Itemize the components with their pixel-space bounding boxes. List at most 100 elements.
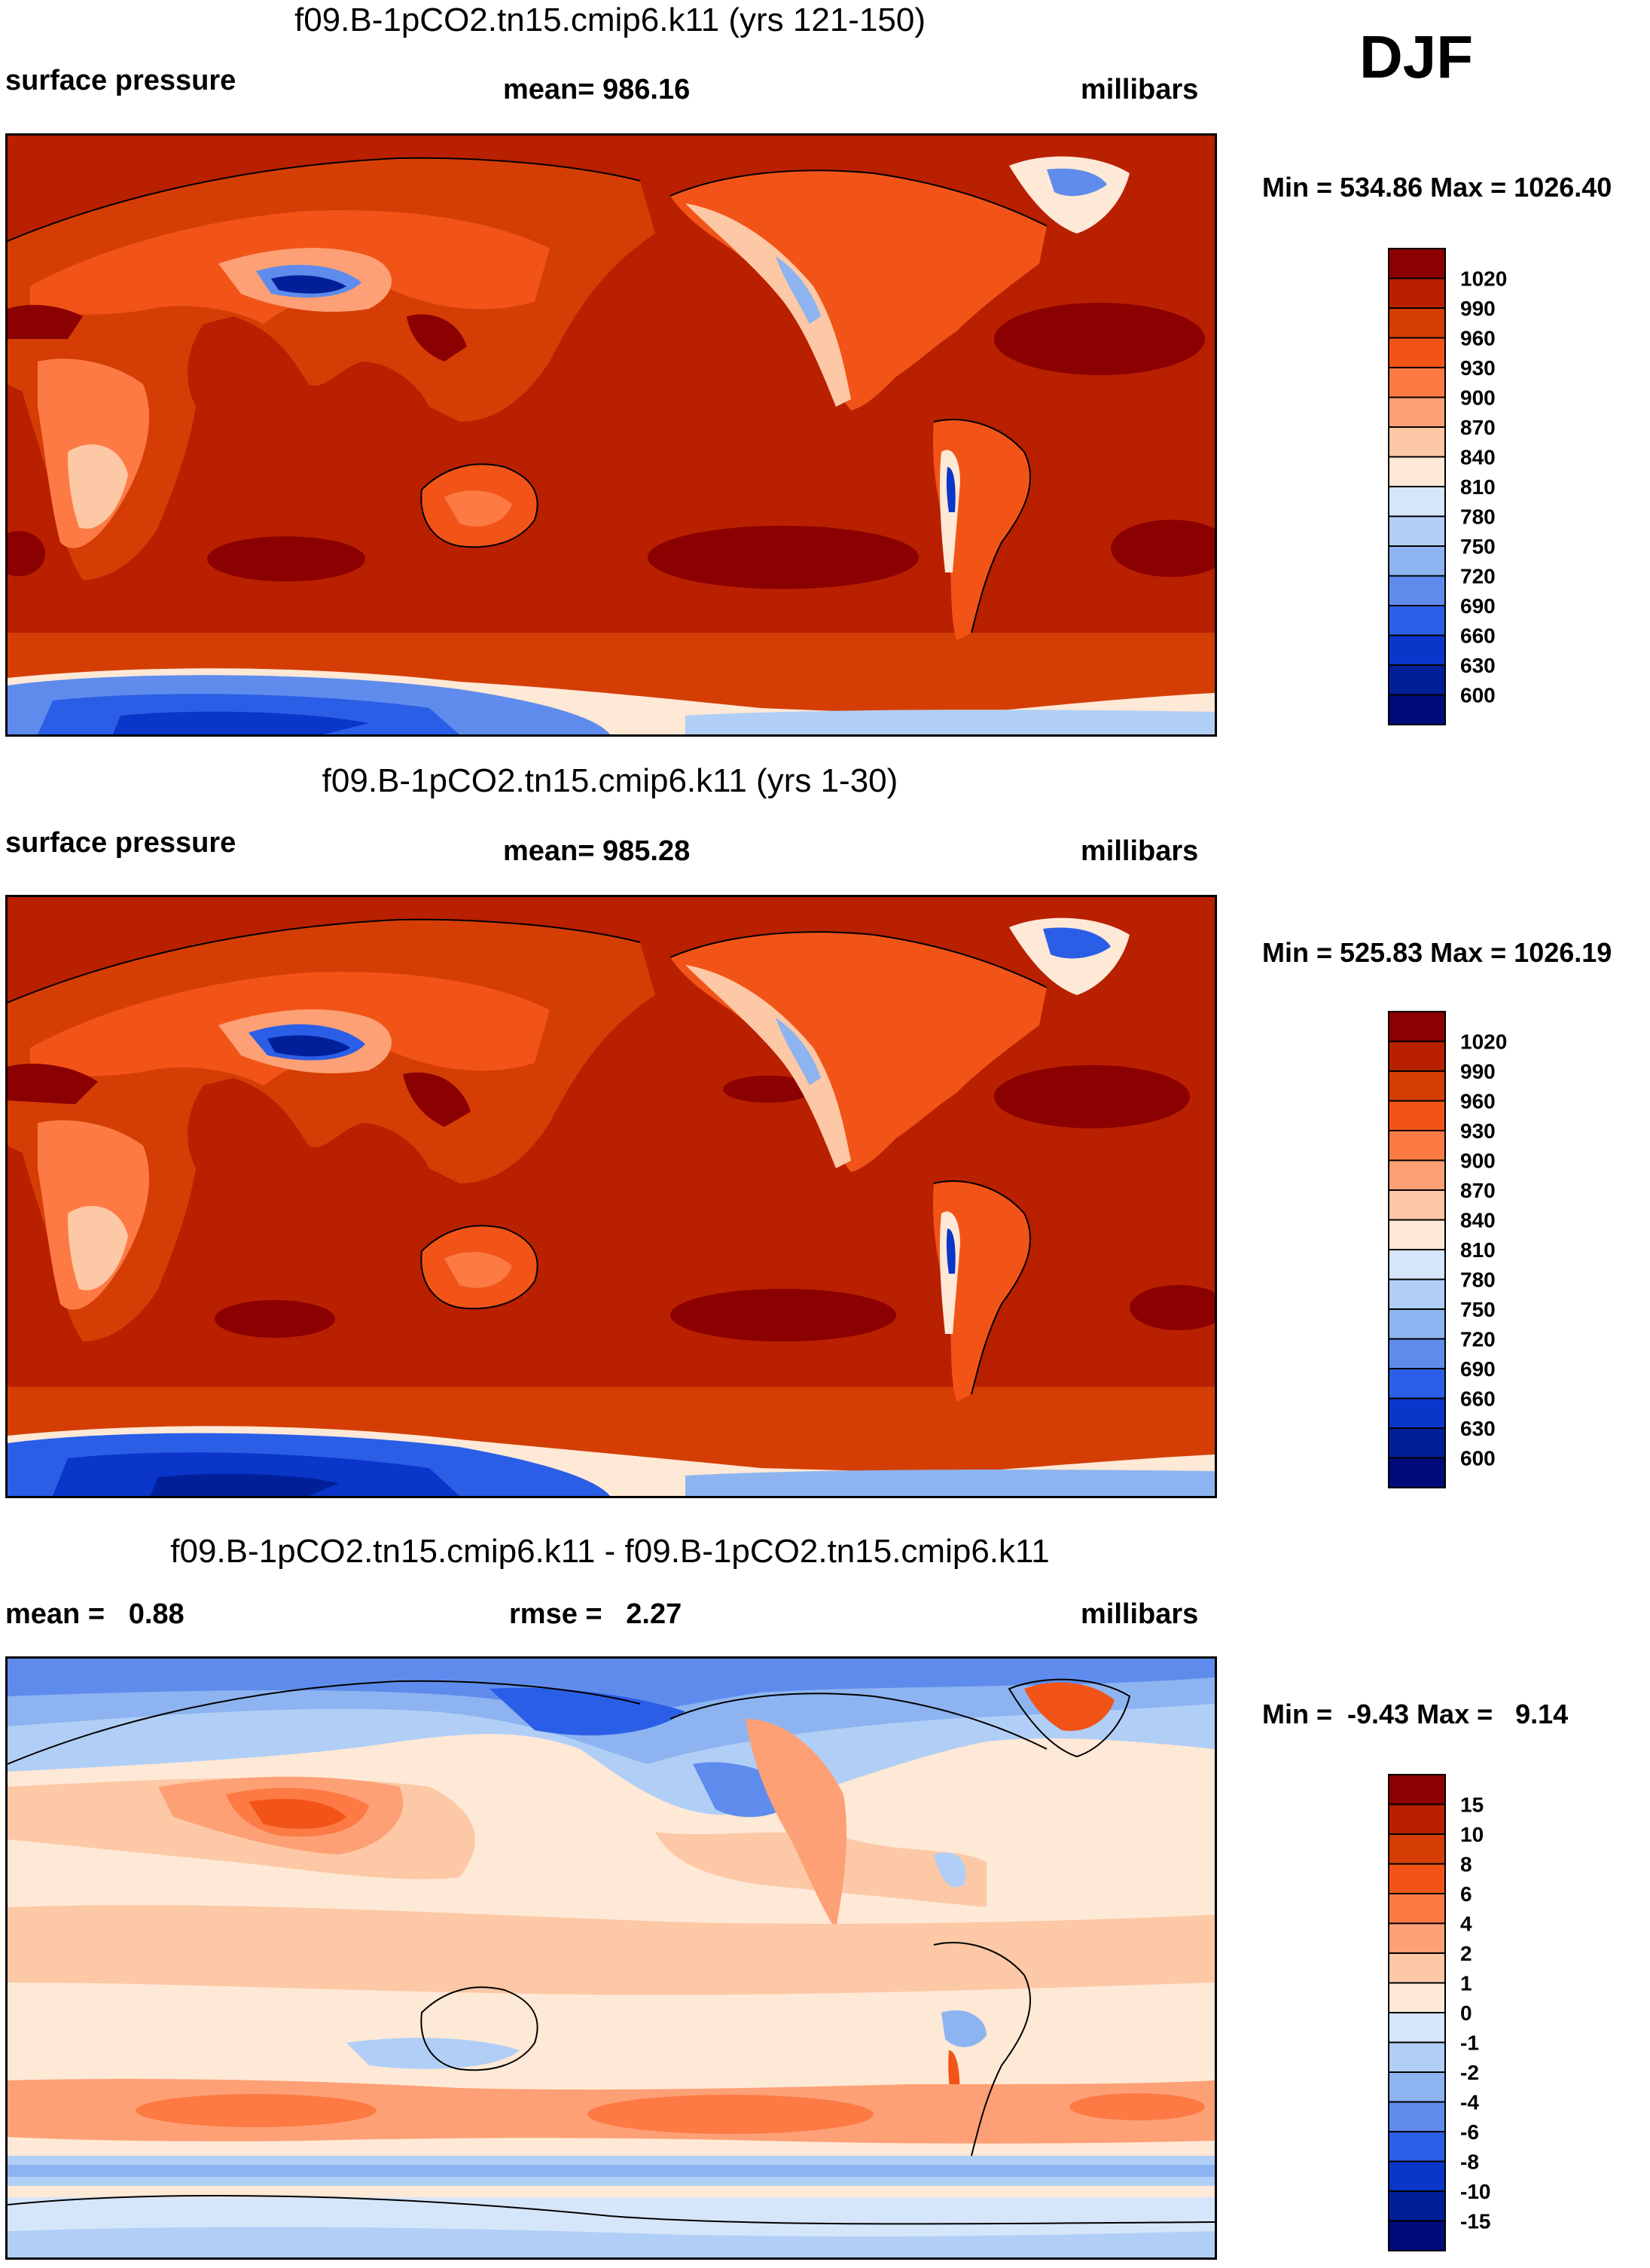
panel1-title: f09.B-1pCO2.tn15.cmip6.k11 (yrs 121-150) <box>294 2 926 38</box>
panel1-variable-label: surface pressure <box>5 65 236 96</box>
colorbar-tick-label: 600 <box>1460 684 1496 707</box>
colorbar-swatch <box>1388 1893 1446 1925</box>
colorbar-tick-label: 780 <box>1460 1268 1496 1292</box>
colorbar-tick-label: 4 <box>1460 1912 1472 1936</box>
colorbar-swatch <box>1388 1249 1446 1281</box>
colorbar-swatch <box>1388 575 1446 606</box>
colorbar-tick-label: 960 <box>1460 1090 1496 1113</box>
panel3-title: f09.B-1pCO2.tn15.cmip6.k11 - f09.B-1pCO2… <box>170 1533 1050 1570</box>
north-america <box>670 932 1047 1172</box>
colorbar-swatch <box>1388 1070 1446 1102</box>
colorbar-swatch <box>1388 1011 1446 1042</box>
colorbar-tick-label: -2 <box>1460 2061 1479 2084</box>
colorbar-tick-label: 780 <box>1460 505 1496 529</box>
colorbar-tick-label: 900 <box>1460 386 1496 410</box>
colorbar-tick-label: 630 <box>1460 1417 1496 1440</box>
high-pressure-cell <box>215 1300 335 1338</box>
high-pressure-cell <box>1130 1285 1215 1330</box>
colorbar-swatch <box>1388 1922 1446 1954</box>
panel3-map-plot <box>8 1659 1215 2257</box>
colorbar-swatch <box>1388 307 1446 339</box>
colorbar-tick-label: 870 <box>1460 416 1496 439</box>
greenland-warming <box>1024 1682 1115 1731</box>
panel2-colorbar-svg: 1020 990 960 930 900 870 840 810 780 750 720 690 660… <box>1388 1011 1507 1488</box>
colorbar-swatch <box>1388 456 1446 487</box>
rocky-mountains <box>685 203 851 407</box>
colorbar-swatch <box>1388 545 1446 577</box>
colorbar-tick-label: 1020 <box>1460 267 1507 291</box>
panel3-map <box>5 1656 1217 2260</box>
colorbar-tick-label: 2 <box>1460 1942 1472 1965</box>
colorbar-swatch <box>1388 277 1446 309</box>
panel3-colorbar: 15 10 8 6 4 2 1 0 -1 -2 -4 -6 -8 -10 -15 <box>1388 1774 1539 2256</box>
colorbar-swatch <box>1388 1130 1446 1161</box>
colorbar-tick-label: 990 <box>1460 297 1496 320</box>
panel2-units-label: millibars <box>1081 835 1199 867</box>
colorbar-swatch <box>1388 1040 1446 1072</box>
panel1-colorbar-svg: 1020 990 960 930 900 870 840 810 780 750 720 690 660… <box>1388 248 1507 725</box>
coastlines <box>8 1678 1215 2225</box>
colorbar-tick-label: -6 <box>1460 2120 1479 2144</box>
panel2-variable-label: surface pressure <box>5 827 236 859</box>
colorbar-tick-label: 6 <box>1460 1882 1472 1906</box>
colorbar-swatch <box>1388 337 1446 368</box>
colorbar-swatch <box>1388 1863 1446 1894</box>
colorbar-tick-label: -4 <box>1460 2091 1479 2114</box>
colorbar-swatch <box>1388 2160 1446 2192</box>
colorbar-swatch <box>1388 2041 1446 2073</box>
colorbar-swatch <box>1388 396 1446 428</box>
colorbar-tick-label: 660 <box>1460 1387 1496 1411</box>
panel1-map-plot <box>8 136 1215 734</box>
colorbar-swatch <box>1388 605 1446 636</box>
colorbar-tick-label: 720 <box>1460 565 1496 588</box>
colorbar-swatch <box>1388 1833 1446 1865</box>
panel1-mean-label: mean= 986.16 <box>503 74 691 105</box>
colorbar-swatch <box>1388 634 1446 666</box>
colorbar-tick-label: 660 <box>1460 624 1496 648</box>
colorbar-swatch <box>1388 1982 1446 2013</box>
colorbar-tick-label: 930 <box>1460 1119 1496 1143</box>
colorbar-tick-label: 630 <box>1460 654 1496 677</box>
colorbar-swatch <box>1388 486 1446 517</box>
colorbar-swatch <box>1388 2190 1446 2222</box>
colorbar-tick-label: 600 <box>1460 1447 1496 1470</box>
colorbar-swatch <box>1388 1774 1446 1806</box>
colorbar-tick-label: 900 <box>1460 1149 1496 1173</box>
north-america <box>670 170 1047 411</box>
panel2-mean-label: mean= 985.28 <box>503 835 691 867</box>
colorbar-tick-label: 10 <box>1460 1823 1484 1846</box>
panel3-rmse-label: rmse = 2.27 <box>509 1598 682 1630</box>
coastlines <box>8 157 1048 633</box>
panel3-minmax: Min = -9.43 Max = 9.14 <box>1262 1699 1569 1729</box>
rocky-mountains <box>685 965 851 1168</box>
coastlines <box>8 918 1048 1395</box>
high-pressure-cell <box>994 303 1205 375</box>
high-pressure-cell <box>648 526 919 589</box>
colorbar-tick-label: 8 <box>1460 1853 1472 1876</box>
colorbar-tick-label: 840 <box>1460 1209 1496 1232</box>
colorbar-swatch <box>1388 1189 1446 1221</box>
colorbar-tick-label: -10 <box>1460 2180 1490 2203</box>
panel2-title: f09.B-1pCO2.tn15.cmip6.k11 (yrs 1-30) <box>322 762 898 799</box>
high-pressure-cell <box>994 1065 1190 1128</box>
colorbar-tick-label: -8 <box>1460 2150 1479 2174</box>
colorbar-swatch <box>1388 694 1446 725</box>
panel2-minmax: Min = 525.83 Max = 1026.19 <box>1262 937 1612 968</box>
colorbar-tick-label: 810 <box>1460 1238 1496 1262</box>
north-america-warming <box>746 1719 847 1930</box>
panel2-map <box>5 895 1217 1498</box>
panel2-colorbar: 1020 990 960 930 900 870 840 810 780 750 720 690 660… <box>1388 1011 1539 1493</box>
colorbar-swatch <box>1388 1100 1446 1131</box>
colorbar-tick-label: 840 <box>1460 446 1496 469</box>
colorbar-swatch <box>1388 1159 1446 1191</box>
colorbar-swatch <box>1388 515 1446 547</box>
colorbar-swatch <box>1388 664 1446 696</box>
colorbar-tick-label: 720 <box>1460 1328 1496 1351</box>
panel1-colorbar: 1020 990 960 930 900 870 840 810 780 750 720 690 660… <box>1388 248 1539 730</box>
colorbar-tick-label: 1 <box>1460 1972 1472 1995</box>
colorbar-tick-label: 990 <box>1460 1060 1496 1083</box>
colorbar-swatch <box>1388 1952 1446 1984</box>
colorbar-swatch <box>1388 2012 1446 2044</box>
colorbar-tick-label: 870 <box>1460 1179 1496 1202</box>
